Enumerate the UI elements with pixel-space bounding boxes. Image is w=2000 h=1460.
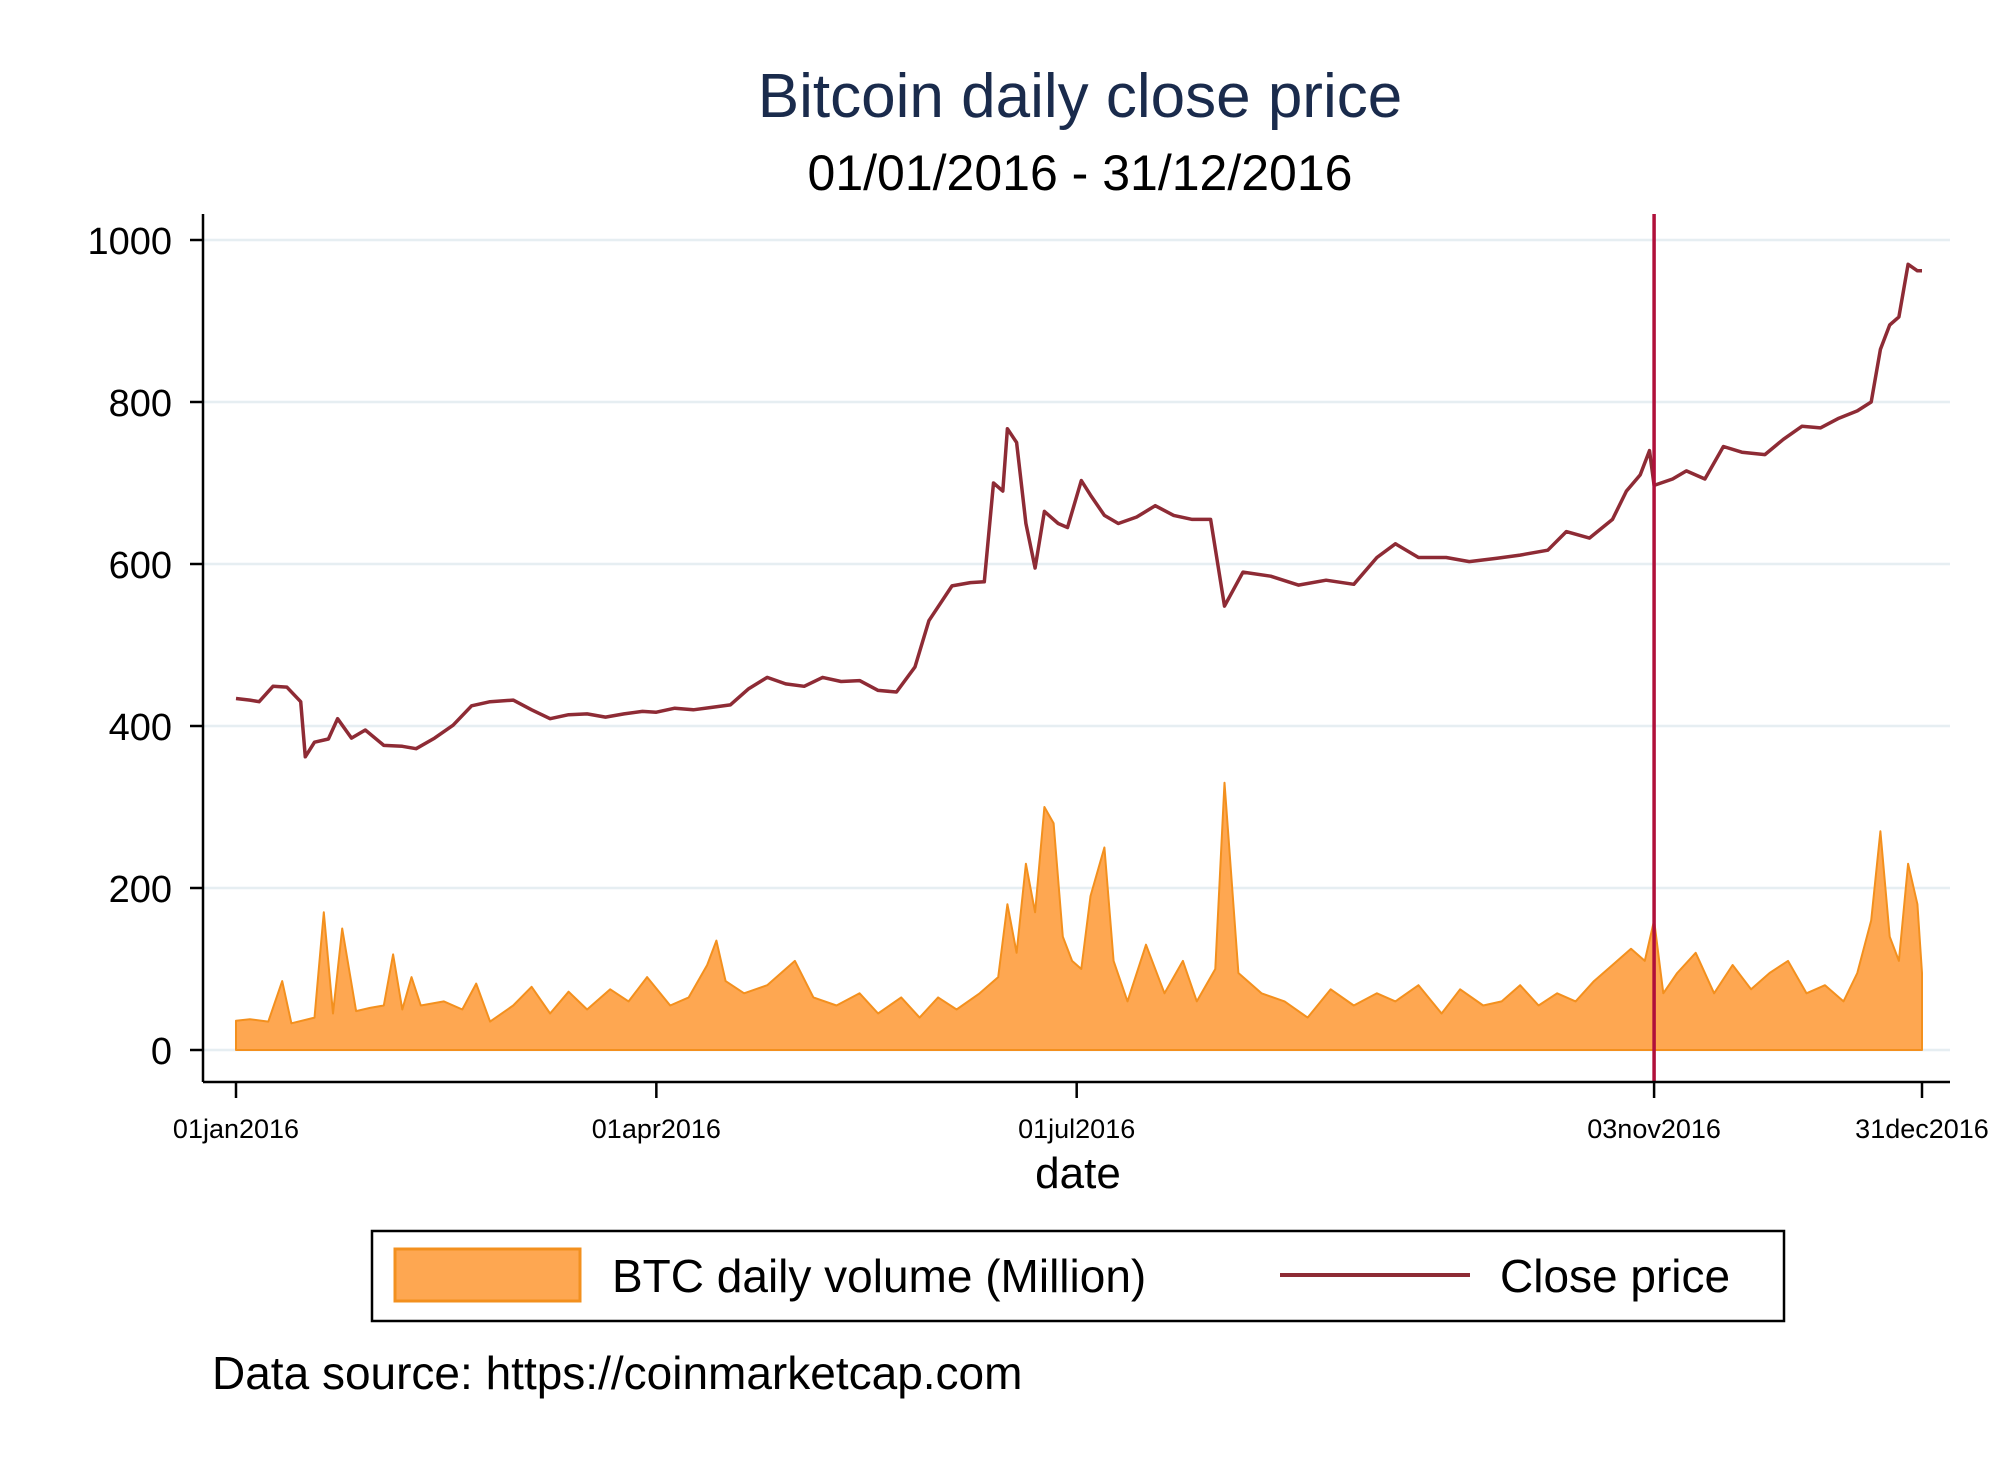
- y-tick-label-400: 400: [109, 707, 172, 749]
- chart-subtitle: 01/01/2016 - 31/12/2016: [808, 145, 1353, 201]
- x-tick-label-01jan2016: 01jan2016: [173, 1114, 299, 1144]
- legend-label-volume: BTC daily volume (Million): [612, 1250, 1146, 1302]
- y-tick-label-1000: 1000: [87, 221, 172, 263]
- x-tick-label-01apr2016: 01apr2016: [592, 1114, 721, 1144]
- x-axis-label: date: [1035, 1149, 1121, 1198]
- legend-label-close: Close price: [1500, 1250, 1730, 1302]
- legend: BTC daily volume (Million) Close price: [370, 1229, 1786, 1323]
- y-tick-label-800: 800: [109, 383, 172, 425]
- x-axis: 01jan2016 01apr2016 01jul2016 03nov2016 31de…: [173, 1082, 1989, 1144]
- data-source-note: Data source: https://coinmarketcap.com: [212, 1347, 1022, 1399]
- volume-layer: [235, 781, 1923, 1051]
- x-tick-label-31dec2016: 31dec2016: [1855, 1114, 1989, 1144]
- y-axis: 0 200 400 600 800 1000: [87, 221, 203, 1073]
- chart-title: Bitcoin daily close price: [758, 62, 1402, 131]
- series-close-price-line: [235, 262, 1922, 759]
- price-layer: [235, 262, 1922, 759]
- y-tick-label-200: 200: [109, 869, 172, 911]
- legend-box: [370, 1229, 1786, 1323]
- y-tick-label-0: 0: [151, 1031, 172, 1073]
- x-tick-label-03nov2016: 03nov2016: [1587, 1114, 1721, 1144]
- legend-swatch-volume: [393, 1247, 582, 1303]
- series-volume-area: [235, 781, 1923, 1051]
- x-tick-label-01jul2016: 01jul2016: [1018, 1114, 1135, 1144]
- y-tick-label-600: 600: [109, 545, 172, 587]
